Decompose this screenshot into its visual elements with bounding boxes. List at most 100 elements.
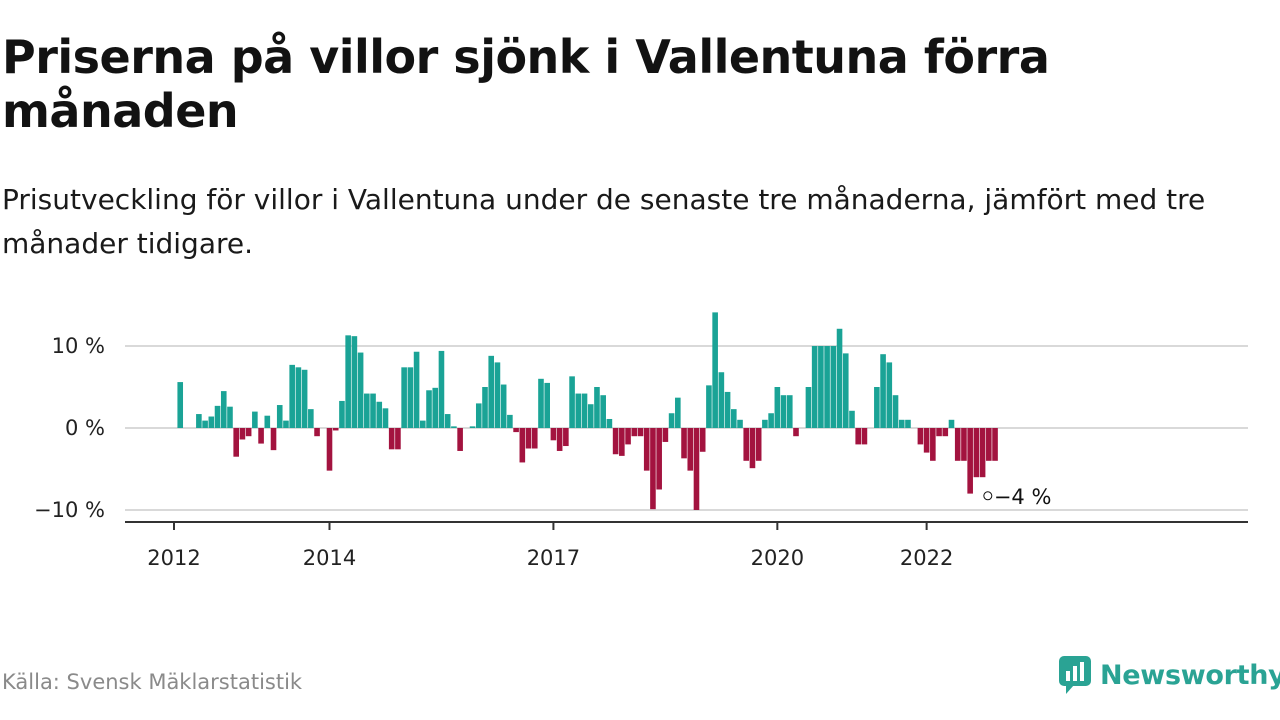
bar — [289, 364, 295, 428]
bar — [886, 362, 893, 428]
bar — [842, 353, 849, 428]
bar — [718, 372, 725, 428]
bar — [426, 390, 432, 428]
bar — [252, 411, 258, 428]
bar — [712, 312, 718, 428]
bar — [594, 387, 600, 428]
x-tick-label: 2020 — [751, 546, 804, 570]
bar — [699, 428, 706, 452]
newsworthy-logo: Newsworthy — [1058, 655, 1280, 695]
bar — [345, 335, 351, 428]
bar — [581, 393, 588, 428]
bar — [308, 409, 314, 428]
bar — [681, 428, 687, 459]
bar — [444, 414, 451, 428]
bar — [793, 428, 799, 437]
bar — [357, 352, 364, 428]
price-change-bar-chart: 10 % 0 % −10 % 2012 2014 2017 2020 2022 −4 % — [34, 312, 1248, 570]
bar — [332, 428, 339, 431]
bar — [432, 387, 439, 428]
bar — [606, 418, 613, 428]
bar — [214, 405, 221, 428]
bar — [737, 419, 743, 428]
y-tick-label: −10 % — [34, 498, 105, 522]
bar — [258, 428, 264, 444]
bar — [519, 428, 526, 463]
source-note: Källa: Svensk Mäklarstatistik — [2, 670, 303, 694]
bar — [898, 419, 905, 428]
bar — [731, 409, 737, 428]
bar — [351, 336, 358, 428]
bar — [569, 376, 575, 428]
bar — [936, 428, 942, 437]
bar — [451, 426, 457, 428]
bar — [575, 393, 582, 428]
bar — [967, 428, 973, 494]
bar — [469, 426, 476, 428]
bar — [774, 387, 781, 428]
bar — [892, 395, 899, 428]
bar — [687, 428, 694, 471]
bar — [643, 428, 650, 471]
y-tick-label: 10 % — [52, 334, 105, 358]
bar — [314, 428, 320, 437]
bar — [301, 369, 308, 428]
bar — [662, 428, 669, 442]
x-tick-label: 2012 — [147, 546, 200, 570]
bar — [619, 428, 625, 456]
bar — [233, 428, 239, 457]
bar — [196, 414, 202, 428]
bar — [905, 419, 911, 428]
bar — [270, 428, 277, 451]
bar — [550, 428, 557, 441]
bar — [475, 403, 482, 428]
bar — [954, 428, 961, 461]
bar — [824, 346, 830, 428]
bar — [457, 428, 463, 451]
bar — [973, 428, 980, 478]
bar — [930, 428, 936, 461]
bar — [874, 387, 880, 428]
newsworthy-logo-text: Newsworthy — [1100, 659, 1280, 691]
bar — [786, 395, 793, 428]
label-layer: 10 % 0 % −10 % 2012 2014 2017 2020 2022 −4 % — [34, 334, 1051, 570]
bar — [668, 413, 675, 428]
bar — [587, 404, 594, 428]
bar — [563, 428, 569, 447]
bar — [830, 346, 837, 428]
last-value-annotation: −4 % — [994, 485, 1052, 509]
bar — [650, 428, 656, 510]
bar — [979, 428, 986, 478]
bar — [245, 428, 252, 437]
bar — [986, 428, 992, 461]
bar — [220, 391, 227, 428]
bar — [364, 393, 370, 428]
bar — [239, 428, 246, 440]
bar — [749, 428, 756, 469]
bar — [849, 410, 855, 428]
x-tick-label: 2022 — [900, 546, 953, 570]
bar — [326, 428, 333, 471]
bar — [177, 382, 184, 428]
bar — [500, 384, 507, 428]
bar — [861, 428, 868, 445]
bar — [942, 428, 949, 437]
bar — [768, 413, 774, 428]
annotation-marker — [983, 491, 993, 501]
bar — [948, 419, 955, 428]
bar — [507, 414, 513, 428]
bar — [395, 428, 401, 450]
chart-subtitle: Prisutveckling för villor i Vallentuna u… — [2, 183, 1206, 260]
bar — [401, 367, 407, 428]
bar — [382, 408, 389, 428]
bar — [388, 428, 395, 450]
bar — [370, 393, 376, 428]
bar — [494, 362, 501, 428]
bar — [625, 428, 631, 445]
bar — [855, 428, 861, 445]
bar — [755, 428, 762, 461]
bar — [339, 400, 345, 428]
bar — [743, 428, 750, 461]
newsworthy-logo-icon — [1059, 656, 1091, 694]
bar — [961, 428, 967, 461]
